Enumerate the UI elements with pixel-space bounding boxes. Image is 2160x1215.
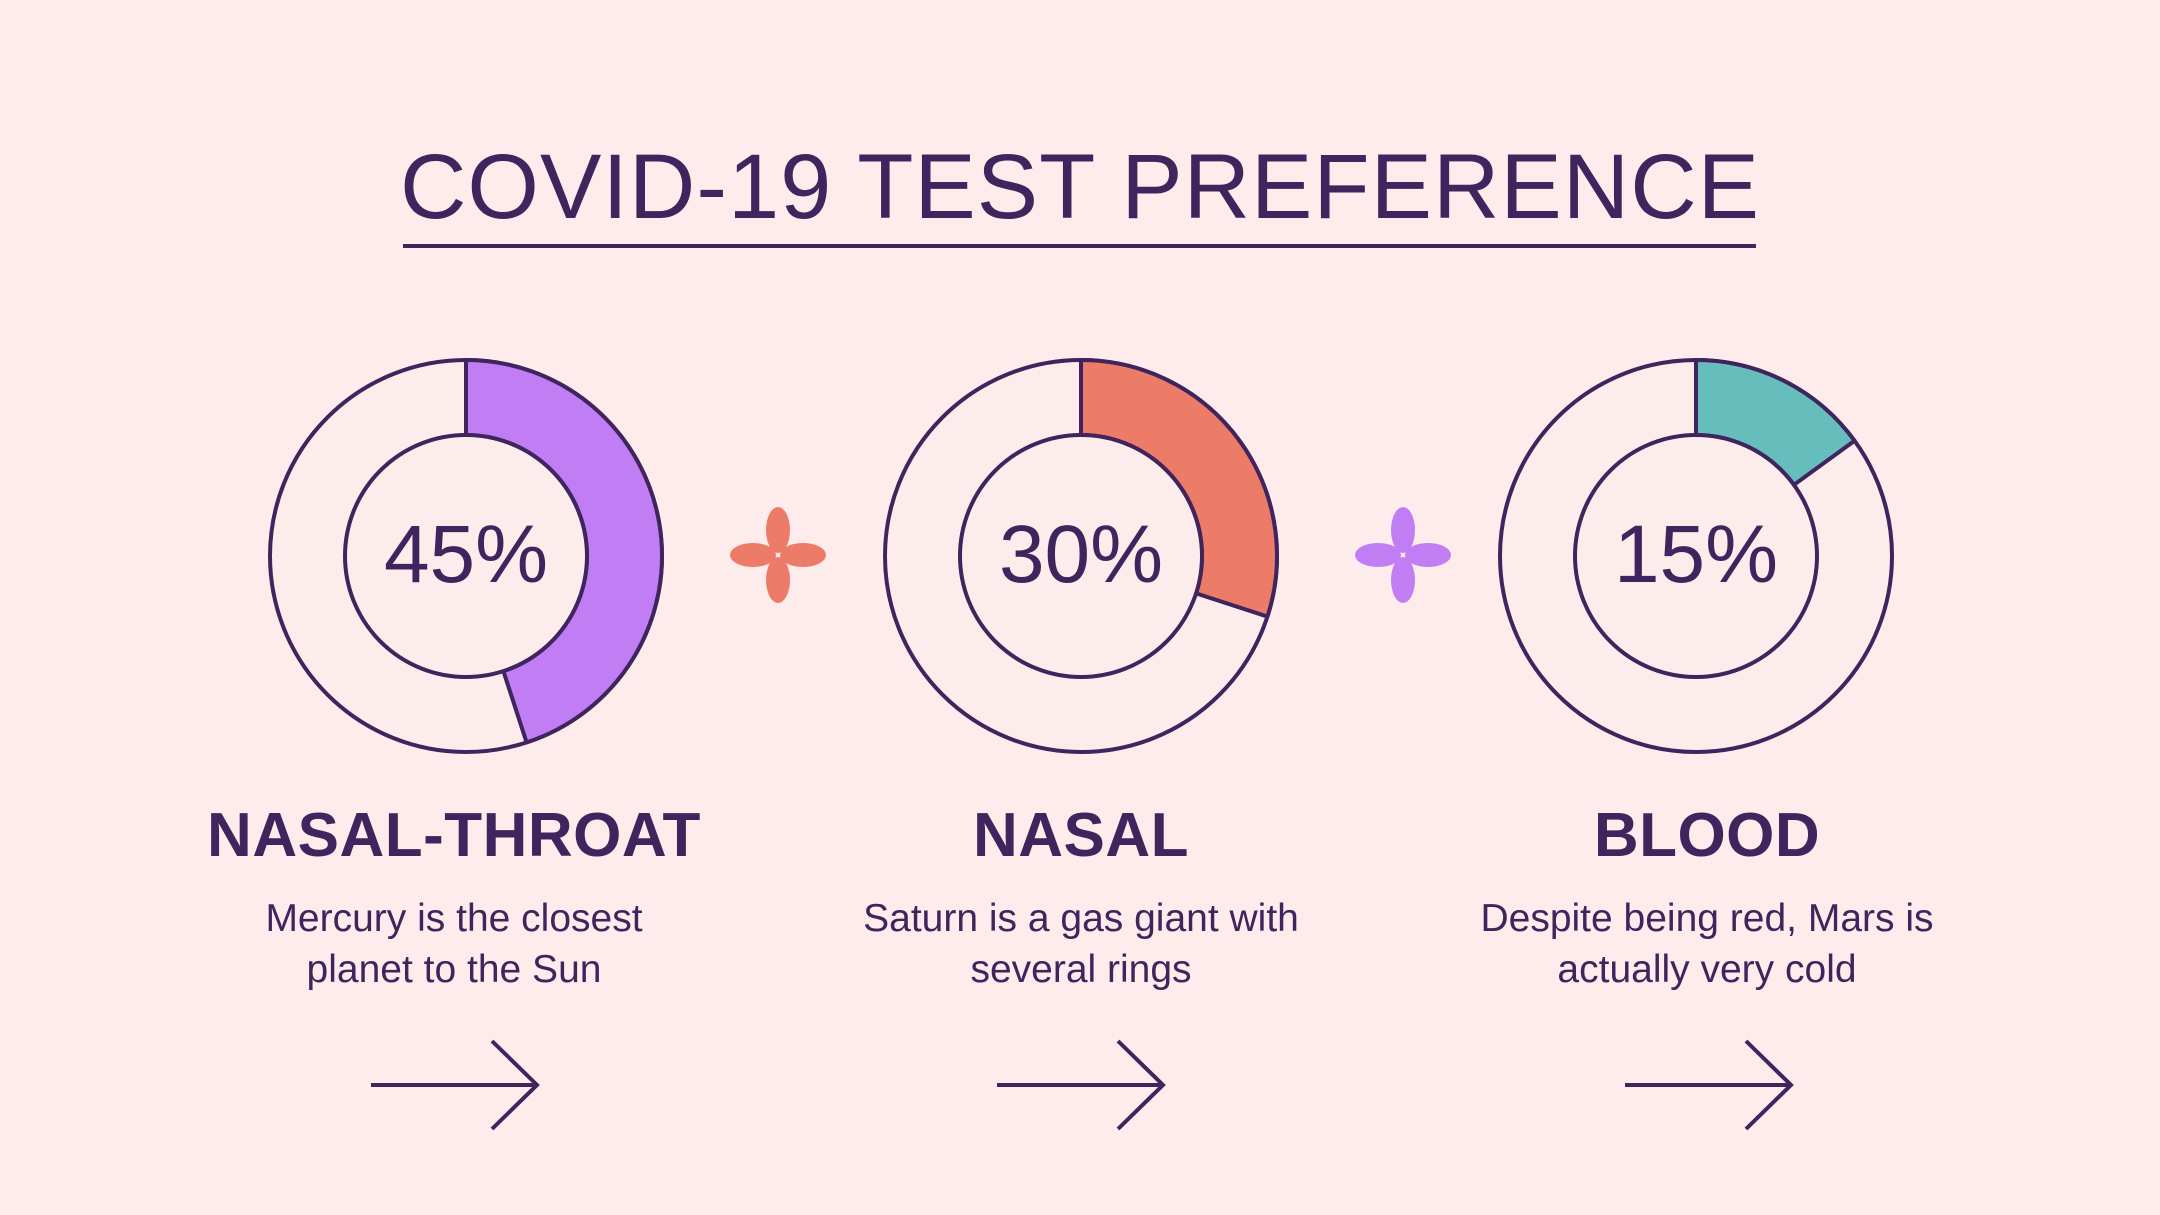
donut-center — [1573, 433, 1819, 679]
description-line: Despite being red, Mars is — [1480, 897, 1934, 940]
donut-chart-nasal-throat — [268, 358, 664, 754]
arrow-right-icon[interactable] — [369, 1037, 544, 1131]
flower-petal — [766, 557, 790, 603]
category-description-nasal: Saturn is a gas giant with several rings — [781, 893, 1381, 995]
flower-petal — [1405, 543, 1451, 567]
description-line: Saturn is a gas giant with — [863, 897, 1299, 940]
description-line: planet to the Sun — [306, 948, 602, 991]
flower-petal — [766, 507, 790, 553]
flower-petal — [780, 543, 826, 567]
flower-petal — [1355, 543, 1401, 567]
flower-icon — [730, 507, 826, 603]
percent-value-nasal-throat: 45% — [383, 509, 549, 600]
page-title: COVID-19 TEST PREFERENCE — [399, 136, 1761, 238]
flower-petal — [730, 543, 776, 567]
description-line: Mercury is the closest — [265, 897, 643, 940]
percent-value-nasal: 30% — [998, 509, 1164, 600]
category-description-blood: Despite being red, Mars is actually very… — [1407, 893, 2007, 995]
arrow-right-icon[interactable] — [1623, 1037, 1798, 1131]
percent-value-blood: 15% — [1613, 509, 1779, 600]
category-label-nasal-throat: NASAL-THROAT — [207, 801, 701, 870]
description-line: actually very cold — [1557, 948, 1857, 991]
arrow-right-icon[interactable] — [995, 1037, 1170, 1131]
category-label-nasal: NASAL — [972, 801, 1190, 870]
category-label-blood: BLOOD — [1593, 801, 1821, 870]
donut-chart-blood — [1498, 358, 1894, 754]
flower-petal — [1391, 557, 1415, 603]
category-description-nasal-throat: Mercury is the closest planet to the Sun — [154, 893, 754, 995]
donut-chart-nasal — [883, 358, 1279, 754]
donut-center — [958, 433, 1204, 679]
flower-petal — [1391, 507, 1415, 553]
flower-icon — [1355, 507, 1451, 603]
description-line: several rings — [970, 948, 1192, 991]
donut-center — [343, 433, 589, 679]
title-underline — [403, 244, 1756, 248]
